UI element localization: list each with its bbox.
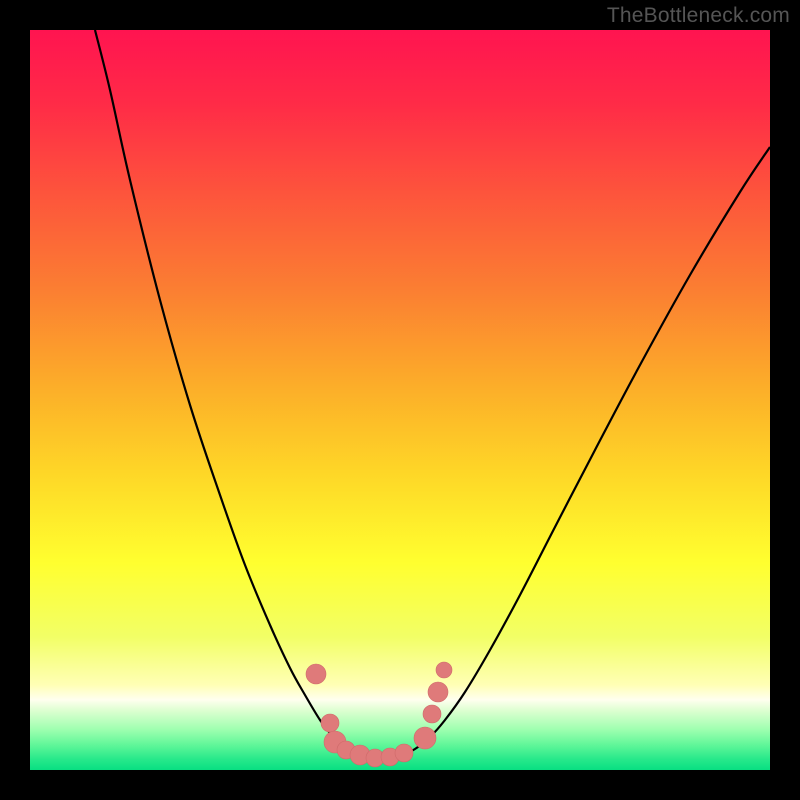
curve-marker xyxy=(428,682,448,702)
watermark-text: TheBottleneck.com xyxy=(607,4,790,28)
curve-marker xyxy=(436,662,452,678)
chart-svg xyxy=(0,0,800,800)
curve-marker xyxy=(395,744,413,762)
plot-area xyxy=(30,30,770,770)
curve-marker xyxy=(321,714,339,732)
chart-frame: TheBottleneck.com xyxy=(0,0,800,800)
curve-marker xyxy=(306,664,326,684)
curve-marker xyxy=(423,705,441,723)
curve-marker xyxy=(414,727,436,749)
